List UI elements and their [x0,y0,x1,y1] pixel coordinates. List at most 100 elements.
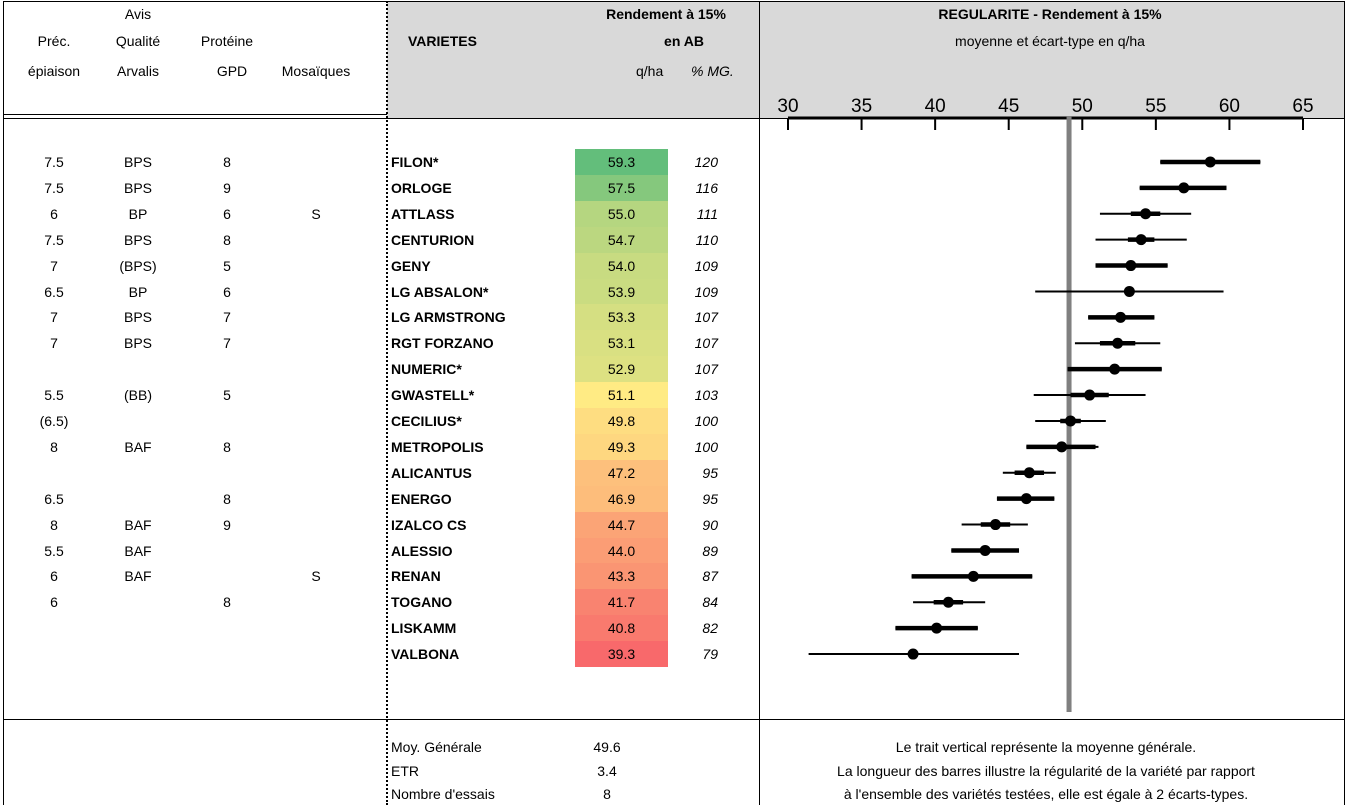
yield-cell: 52.9 [575,356,668,383]
chart-subtitle: moyenne et écart-type en q/ha [955,33,1145,49]
cell-prot: 8 [223,594,231,611]
mean-point [989,519,1001,531]
cell-prot: 9 [223,516,231,533]
header-varietes: VARIETES [408,33,477,49]
variety-name: CECILIUS* [391,413,462,429]
variety-name: CENTURION [391,231,475,248]
cell-avis: BAF [124,542,152,559]
cell-avis: BP [128,205,148,222]
mean-point [1204,156,1216,168]
variety-name: ORLOGE [391,179,452,196]
x-tick-label: 45 [998,96,1019,117]
variety-name: NUMERIC* [391,361,462,378]
cell-avis: BAF [124,568,152,585]
yield-cell: 59.3 [575,149,668,175]
footer-moy-label: Moy. Générale [391,739,482,755]
cell-prot: 5 [223,257,231,274]
cell-prec: 6.5 [44,490,64,507]
mean-point [907,648,919,660]
left-border [3,1,4,805]
pct-cell: 79 [702,646,718,663]
cell-prot: 6 [223,283,231,300]
cell-prec: 6 [50,205,58,222]
chart-header-band [387,2,1345,118]
mean-point [1056,441,1068,453]
mean-point [1023,467,1035,479]
yield-cell: 54.7 [575,226,668,253]
header-gpd: GPD [216,63,248,79]
cell-avis: (BPS) [119,257,157,274]
x-tick-label: 30 [777,96,798,117]
yield-cell: 44.7 [575,511,668,538]
yield-cell: 57.5 [575,174,668,201]
chart-left-border [759,1,760,805]
yield-cell: 49.3 [575,433,668,460]
pct-cell: 111 [696,205,718,222]
x-tick-label: 60 [1219,96,1240,117]
cell-prec: 5.5 [44,387,64,404]
header-unit-pct: % MG. [691,63,734,79]
mean-point [1140,208,1152,220]
pct-cell: 120 [694,154,718,170]
yield-cell: 49.8 [575,408,668,434]
cell-prot: 8 [223,231,231,248]
variety-name: ENERGO [391,490,452,507]
header-qualite: Qualité [115,33,161,49]
footer-essais-value: 8 [603,786,611,802]
cell-prot: 8 [223,490,231,507]
cell-prot: 8 [223,154,231,170]
pct-cell: 95 [702,464,718,481]
cell-avis: BPS [123,335,153,352]
cell-avis: BPS [123,154,153,170]
yield-cell: 55.0 [575,200,668,227]
yield-cell: 44.0 [575,537,668,564]
cell-avis: BP [128,283,148,300]
cell-prec: 7 [50,335,58,352]
mean-point [931,622,943,634]
header-prec: Préc. [37,33,71,49]
cell-avis: BPS [123,179,153,196]
cell-prec: 6 [50,568,58,585]
mean-point [1115,311,1127,323]
yield-cell: 54.0 [575,252,668,279]
cell-mos: S [311,205,321,222]
variety-name: RENAN [391,568,441,585]
pct-cell: 95 [702,490,718,507]
footer-note-2: La longueur des barres illustre la régul… [837,763,1255,779]
mean-point [1109,363,1121,375]
variety-name: LISKAMM [391,620,457,637]
variety-name: ALICANTUS [391,464,472,481]
yield-cell: 51.1 [575,382,668,409]
cell-prec: 7 [50,309,58,326]
header-mosaiques: Mosaïques [281,63,351,79]
variety-name: ALESSIO [391,542,453,559]
mean-point [1135,234,1147,246]
pct-cell: 109 [694,283,718,300]
pct-cell: 107 [694,335,718,352]
mean-point [1020,493,1032,505]
footer-note-1: Le trait vertical représente la moyenne … [895,739,1197,755]
x-tick-label: 65 [1292,96,1313,117]
header-bottom-border [3,118,1345,119]
cell-prot: 9 [223,179,231,196]
header-underline-left [3,114,387,115]
yield-cell: 53.9 [575,278,668,305]
footer-essais-label: Nombre d'essais [391,786,495,802]
variety-name: FILON* [391,154,439,170]
yield-cell: 53.3 [575,304,668,331]
cell-avis: BPS [123,309,153,326]
footer-moy-value: 49.6 [593,739,621,755]
cell-prot: 8 [223,438,231,455]
x-tick-label: 55 [1145,96,1166,117]
x-tick-label: 40 [925,96,946,117]
cell-prec: 7.5 [44,231,64,248]
variety-name: METROPOLIS [391,438,484,455]
cell-prec: 8 [50,516,58,533]
yield-cell: 46.9 [575,485,668,512]
cell-avis: (BB) [124,387,152,404]
pct-cell: 107 [694,361,718,378]
cell-prec: 7.5 [44,179,64,196]
header-unit-qha: q/ha [636,63,664,79]
pct-cell: 109 [694,257,718,274]
mean-point [1123,285,1135,297]
